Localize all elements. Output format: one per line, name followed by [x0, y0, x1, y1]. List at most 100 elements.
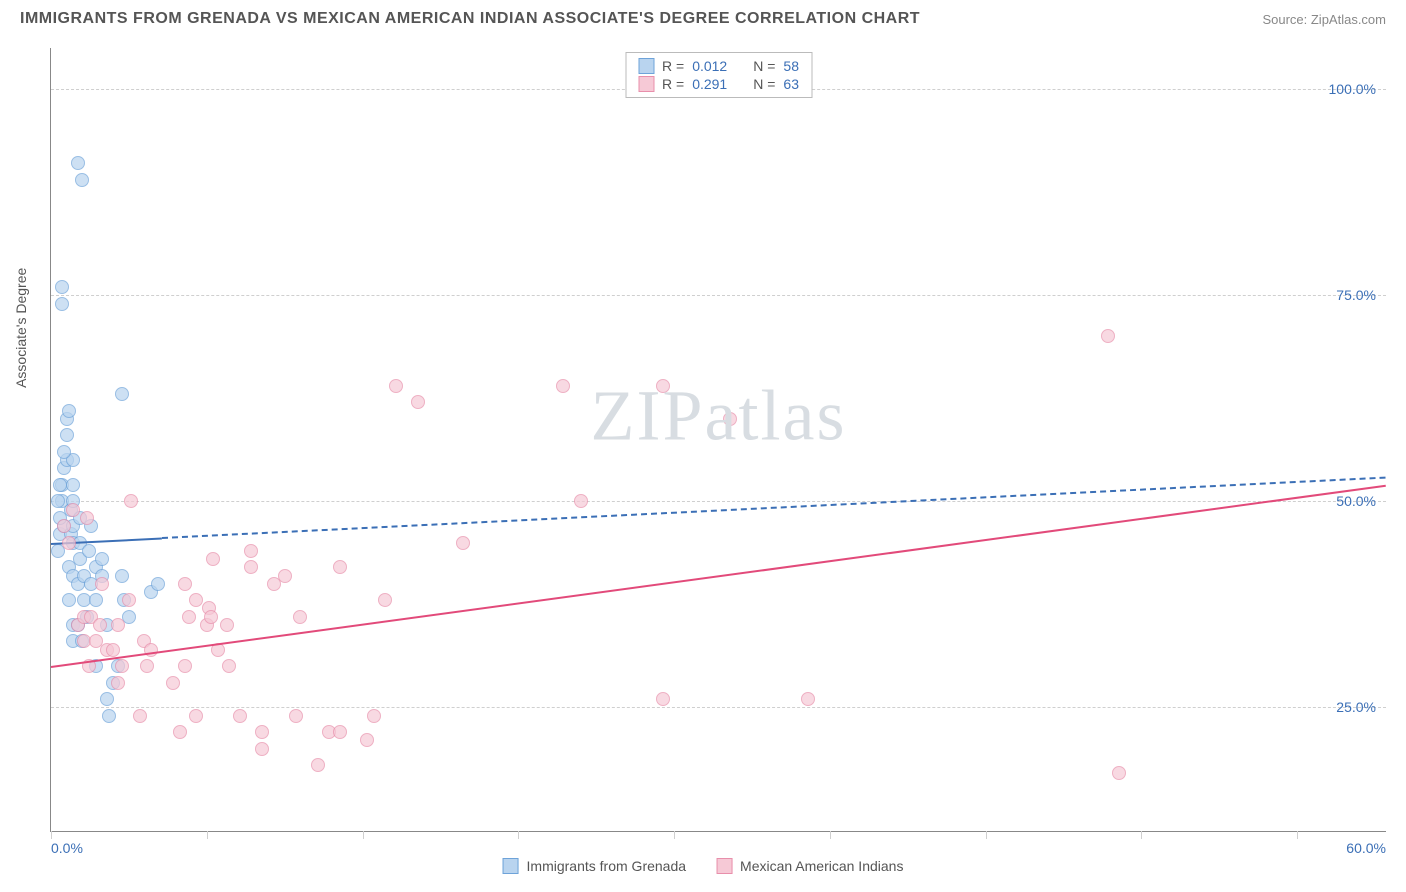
data-point: [133, 709, 147, 723]
data-point: [62, 536, 76, 550]
data-point: [82, 544, 96, 558]
x-max-label: 60.0%: [1346, 840, 1386, 856]
data-point: [289, 709, 303, 723]
data-point: [204, 610, 218, 624]
data-point: [66, 503, 80, 517]
legend-swatch: [638, 76, 654, 92]
data-point: [106, 643, 120, 657]
y-tick-label: 100.0%: [1329, 81, 1376, 97]
data-point: [244, 560, 258, 574]
data-point: [182, 610, 196, 624]
data-point: [378, 593, 392, 607]
data-point: [801, 692, 815, 706]
data-point: [222, 659, 236, 673]
data-point: [102, 709, 116, 723]
data-point: [556, 379, 570, 393]
trend-line-dashed: [162, 477, 1386, 539]
data-point: [1101, 329, 1115, 343]
data-point: [189, 709, 203, 723]
data-point: [57, 445, 71, 459]
x-tick: [674, 831, 675, 839]
y-tick-label: 75.0%: [1336, 287, 1376, 303]
gridline: [51, 501, 1386, 502]
data-point: [71, 156, 85, 170]
y-tick-label: 25.0%: [1336, 699, 1376, 715]
data-point: [278, 569, 292, 583]
data-point: [55, 280, 69, 294]
y-axis-label: Associate's Degree: [13, 267, 29, 387]
data-point: [115, 569, 129, 583]
legend-swatch: [638, 58, 654, 74]
data-point: [220, 618, 234, 632]
data-point: [233, 709, 247, 723]
data-point: [95, 577, 109, 591]
legend-item: Immigrants from Grenada: [503, 858, 687, 874]
data-point: [574, 494, 588, 508]
data-point: [456, 536, 470, 550]
data-point: [62, 404, 76, 418]
x-tick: [363, 831, 364, 839]
x-tick: [518, 831, 519, 839]
data-point: [124, 494, 138, 508]
chart-source: Source: ZipAtlas.com: [1262, 12, 1386, 27]
data-point: [173, 725, 187, 739]
data-point: [311, 758, 325, 772]
data-point: [55, 297, 69, 311]
data-point: [411, 395, 425, 409]
data-point: [723, 412, 737, 426]
x-tick: [1297, 831, 1298, 839]
data-point: [360, 733, 374, 747]
data-point: [151, 577, 165, 591]
data-point: [51, 494, 65, 508]
data-point: [367, 709, 381, 723]
data-point: [1112, 766, 1126, 780]
data-point: [122, 593, 136, 607]
data-point: [57, 519, 71, 533]
data-point: [115, 387, 129, 401]
legend-label: Mexican American Indians: [740, 858, 903, 874]
data-point: [389, 379, 403, 393]
data-point: [656, 379, 670, 393]
data-point: [178, 659, 192, 673]
data-point: [140, 659, 154, 673]
legend-stat-row: R = 0.291N = 63: [638, 75, 799, 93]
data-point: [178, 577, 192, 591]
legend-swatch: [716, 858, 732, 874]
scatter-chart: Associate's Degree ZIPatlas R = 0.012N =…: [50, 48, 1386, 832]
data-point: [95, 552, 109, 566]
legend-stat-row: R = 0.012N = 58: [638, 57, 799, 75]
gridline: [51, 707, 1386, 708]
legend-swatch: [503, 858, 519, 874]
y-tick-label: 50.0%: [1336, 493, 1376, 509]
x-tick: [207, 831, 208, 839]
data-point: [189, 593, 203, 607]
data-point: [111, 618, 125, 632]
gridline: [51, 295, 1386, 296]
chart-title: IMMIGRANTS FROM GRENADA VS MEXICAN AMERI…: [20, 10, 920, 28]
x-tick: [1141, 831, 1142, 839]
watermark: ZIPatlas: [591, 375, 847, 458]
data-point: [244, 544, 258, 558]
data-point: [100, 692, 114, 706]
data-point: [89, 593, 103, 607]
x-min-label: 0.0%: [51, 840, 83, 856]
x-tick: [986, 831, 987, 839]
data-point: [93, 618, 107, 632]
data-point: [115, 659, 129, 673]
data-point: [62, 593, 76, 607]
series-legend: Immigrants from Grenada Mexican American …: [503, 858, 904, 874]
data-point: [255, 742, 269, 756]
legend-label: Immigrants from Grenada: [527, 858, 687, 874]
x-tick: [51, 831, 52, 839]
data-point: [333, 560, 347, 574]
trend-line-solid: [51, 485, 1386, 668]
data-point: [53, 478, 67, 492]
data-point: [80, 511, 94, 525]
data-point: [75, 173, 89, 187]
data-point: [333, 725, 347, 739]
data-point: [66, 478, 80, 492]
data-point: [255, 725, 269, 739]
data-point: [293, 610, 307, 624]
data-point: [206, 552, 220, 566]
data-point: [111, 676, 125, 690]
